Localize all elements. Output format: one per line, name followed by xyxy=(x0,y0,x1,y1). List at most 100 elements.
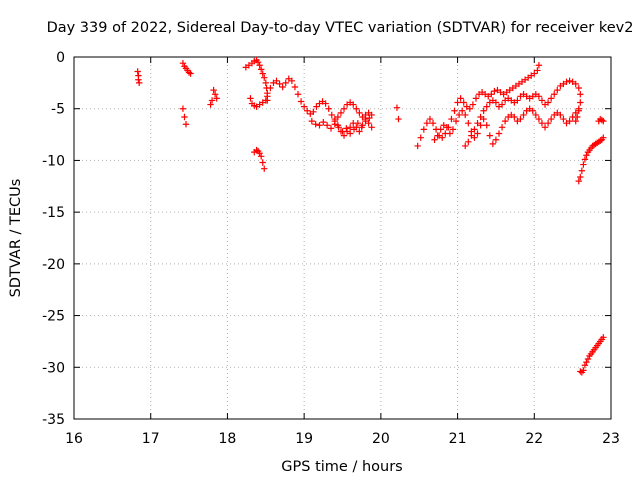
data-point xyxy=(538,97,546,104)
x-tick-label: 21 xyxy=(449,431,467,447)
data-point xyxy=(600,334,607,341)
data-point xyxy=(547,95,555,102)
data-point xyxy=(182,121,190,128)
data-point xyxy=(471,126,478,133)
data-point xyxy=(259,70,266,77)
data-point xyxy=(583,358,590,366)
data-point xyxy=(136,79,143,87)
data-point xyxy=(474,119,481,127)
data-point xyxy=(316,122,323,129)
data-point xyxy=(455,111,463,119)
data-point xyxy=(491,87,498,95)
data-point xyxy=(488,91,495,98)
data-point xyxy=(600,117,607,125)
data-point xyxy=(538,119,546,127)
data-point xyxy=(434,132,441,139)
data-point xyxy=(517,115,524,123)
data-point xyxy=(261,74,268,81)
data-point xyxy=(308,117,316,125)
data-point xyxy=(368,124,375,131)
y-axis-label: SDTVAR / TECUs xyxy=(8,179,24,298)
data-point xyxy=(534,67,541,74)
data-point xyxy=(350,119,357,127)
data-point xyxy=(458,107,466,114)
data-point xyxy=(446,130,454,137)
data-point xyxy=(472,95,480,102)
data-point xyxy=(466,105,474,112)
data-point xyxy=(574,113,581,121)
plot-frame xyxy=(73,56,612,420)
data-point xyxy=(563,78,570,86)
data-point xyxy=(443,124,451,131)
data-point xyxy=(356,128,363,135)
data-point xyxy=(323,122,331,129)
data-point xyxy=(529,107,536,114)
data-point xyxy=(457,95,464,102)
data-point xyxy=(583,152,590,159)
data-point xyxy=(343,125,350,132)
x-tick-label: 17 xyxy=(142,431,160,447)
data-point xyxy=(535,93,543,100)
data-point xyxy=(331,117,339,125)
y-tick-label: -35 xyxy=(42,412,65,428)
data-point xyxy=(557,111,564,119)
data-point xyxy=(448,115,455,123)
data-point xyxy=(300,103,308,110)
data-point xyxy=(365,119,372,127)
data-point xyxy=(541,124,549,131)
data-point xyxy=(575,107,582,114)
data-point xyxy=(279,83,286,91)
data-point xyxy=(423,119,431,127)
data-point xyxy=(452,117,460,125)
data-point xyxy=(535,115,543,123)
data-point xyxy=(469,101,477,108)
data-point xyxy=(259,159,266,166)
data-point xyxy=(261,165,268,172)
data-point xyxy=(581,156,589,163)
data-point xyxy=(535,62,543,69)
data-point xyxy=(511,113,518,121)
data-point xyxy=(474,130,481,137)
data-point xyxy=(577,173,584,181)
data-point xyxy=(134,68,141,75)
data-point xyxy=(334,113,342,121)
data-point xyxy=(282,79,289,87)
data-point xyxy=(437,126,444,133)
data-point xyxy=(340,105,348,112)
y-tick-label: -30 xyxy=(42,360,65,376)
data-point xyxy=(532,111,540,119)
data-point xyxy=(449,126,457,133)
data-point xyxy=(353,105,360,112)
data-point xyxy=(366,114,373,122)
x-tick-label: 23 xyxy=(602,431,620,447)
data-point xyxy=(454,99,461,106)
data-point xyxy=(575,177,582,185)
data-point xyxy=(600,134,607,141)
data-point xyxy=(262,79,269,87)
data-point xyxy=(495,130,503,137)
data-point xyxy=(572,80,579,88)
data-point xyxy=(288,77,296,84)
data-point xyxy=(480,107,487,114)
data-point xyxy=(325,105,332,112)
data-point xyxy=(257,153,265,160)
data-point xyxy=(462,111,469,119)
data-point xyxy=(346,124,354,131)
data-point xyxy=(353,124,360,131)
data-point xyxy=(264,93,271,100)
data-point xyxy=(393,104,401,111)
data-point xyxy=(431,136,438,143)
data-point xyxy=(414,142,421,150)
data-point xyxy=(262,97,269,104)
data-point xyxy=(322,100,329,107)
data-point xyxy=(575,84,582,92)
data-point xyxy=(179,60,187,67)
y-tick-label: 0 xyxy=(56,50,65,66)
data-point xyxy=(580,367,587,374)
data-point xyxy=(465,138,472,146)
x-tick-label: 20 xyxy=(372,431,390,447)
y-axis: 0 -5 -10 -15 -20 -25 -30 -35 xyxy=(42,50,611,428)
data-point xyxy=(356,109,363,117)
data-point xyxy=(544,119,552,127)
data-point xyxy=(460,99,467,106)
